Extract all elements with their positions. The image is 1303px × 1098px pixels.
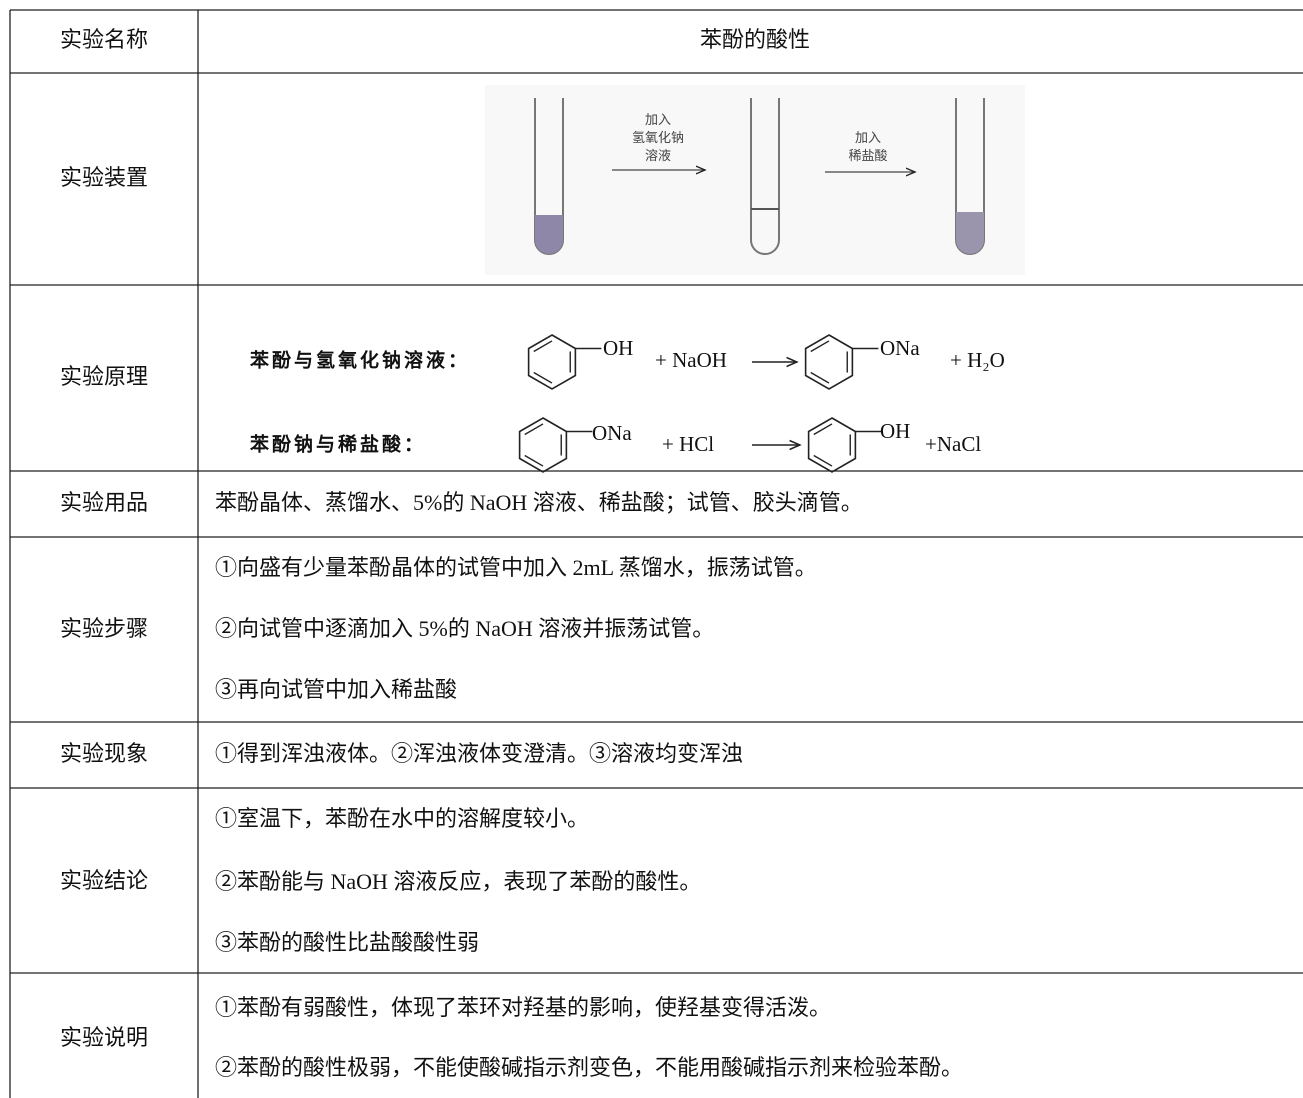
ring-part [533, 340, 553, 353]
ring-part [524, 423, 544, 436]
ring-part [813, 454, 833, 467]
row-label: 实验名称 [60, 27, 148, 52]
row-label: 实验装置 [60, 165, 148, 190]
benzene-rings [518, 334, 882, 473]
cell-text: ①向盛有少量苯酚晶体的试管中加入 2mL 蒸馏水，振荡试管。 [215, 555, 817, 580]
arrow-label: 加入 [645, 112, 671, 127]
ring-part [518, 417, 568, 473]
ring-part [807, 417, 857, 473]
group: ONa [880, 336, 920, 360]
cell-text: ①苯酚有弱酸性，体现了苯环对羟基的影响，使羟基变得活泼。 [215, 995, 831, 1020]
group: ONa [592, 421, 632, 445]
equation-name: 苯酚与氢氧化钠溶液： [249, 348, 470, 371]
equation-name: 苯酚钠与稀盐酸： [249, 432, 426, 455]
ring-part [533, 371, 553, 384]
ring-part [527, 334, 577, 390]
cell-text: ①室温下，苯酚在水中的溶解度较小。 [215, 806, 589, 831]
ring-part [804, 334, 854, 390]
table-grid [9, 9, 1303, 1098]
row-label: 实验结论 [60, 868, 148, 893]
arrow-label: 加入 [855, 130, 881, 145]
cell-text: 苯酚的酸性 [700, 27, 810, 52]
reagent: + HCl [662, 432, 714, 456]
row-label: 实验说明 [60, 1025, 148, 1050]
byproduct: + H₂O [950, 348, 1005, 372]
row-label: 实验步骤 [60, 616, 148, 641]
group: OH [603, 336, 633, 360]
ring-part [524, 454, 544, 467]
cell-text: ③苯酚的酸性比盐酸酸性弱 [215, 930, 479, 955]
arrow-label: 氢氧化钠 [632, 130, 684, 145]
cell-text: ②苯酚的酸性极弱，不能使酸碱指示剂变色，不能用酸碱指示剂来检验苯酚。 [215, 1055, 963, 1080]
ring-part [810, 340, 830, 353]
byproduct: +NaCl [925, 432, 981, 456]
ring-part [810, 371, 830, 384]
row-label: 实验现象 [60, 741, 148, 766]
arrow-label: 溶液 [645, 148, 671, 163]
row-label: 实验原理 [60, 364, 148, 389]
apparatus-image [485, 85, 1025, 275]
cell-text: ③再向试管中加入稀盐酸 [215, 677, 457, 702]
reagent: + NaOH [655, 348, 727, 372]
arrow-label: 稀盐酸 [848, 148, 887, 163]
cell-text: 苯酚晶体、蒸馏水、5%的 NaOH 溶液、稀盐酸；试管、胶头滴管。 [215, 490, 863, 515]
group: OH [880, 419, 910, 443]
cell-text: ②向试管中逐滴加入 5%的 NaOH 溶液并振荡试管。 [215, 616, 714, 641]
cell-text: ①得到浑浊液体。②浑浊液体变澄清。③溶液均变浑浊 [215, 741, 743, 766]
cell-text: ②苯酚能与 NaOH 溶液反应，表现了苯酚的酸性。 [215, 869, 701, 894]
row-label: 实验用品 [60, 490, 148, 515]
ring-part [813, 423, 833, 436]
